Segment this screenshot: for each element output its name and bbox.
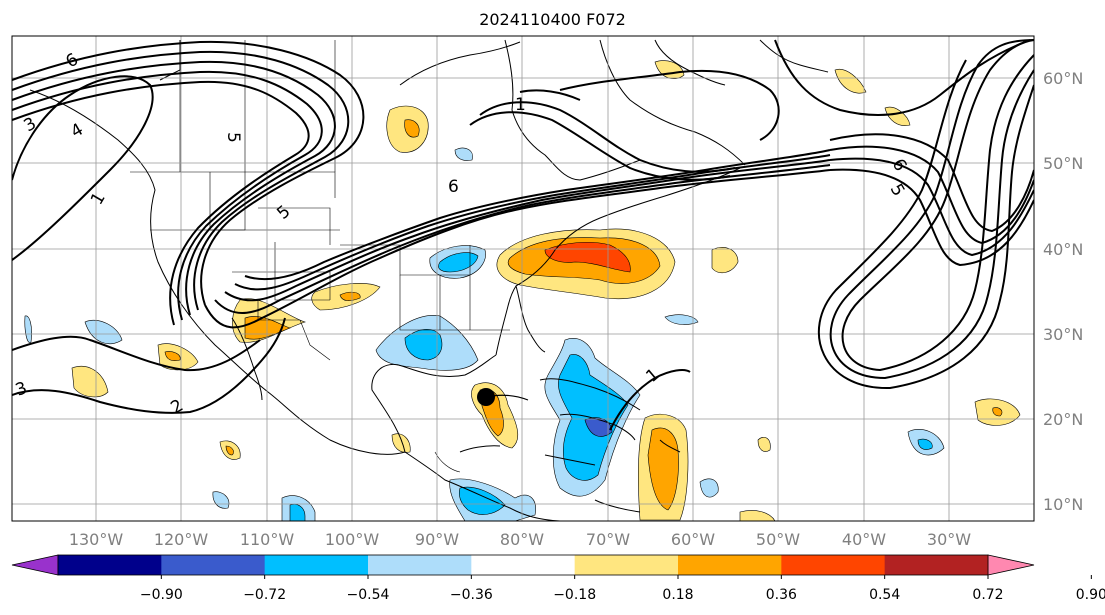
contour-label: 1 (515, 95, 526, 115)
colorbar-tick-label: −0.18 (553, 587, 596, 603)
colorbar-tick-label: 0.18 (662, 587, 693, 603)
contour-label: 1 (87, 189, 110, 208)
colorbar-tick-label: 0.72 (972, 587, 1003, 603)
colorbar-segment (884, 555, 989, 575)
lat-label: 10°N (1043, 495, 1083, 514)
contour-label: 6 (448, 177, 459, 197)
lon-label: 90°W (415, 530, 459, 549)
lon-label: 80°W (500, 530, 544, 549)
contour-label: 5 (886, 181, 909, 200)
colorbar-segment (264, 555, 369, 575)
latitude-labels: 60°N 50°N 40°N 30°N 20°N 10°N (1043, 69, 1083, 514)
colorbar-segment (781, 555, 886, 575)
colorbar-tick-label: −0.54 (347, 587, 390, 603)
map-frame (11, 35, 1035, 522)
lon-label: 120°W (154, 530, 209, 549)
coastlines (29, 39, 829, 521)
colorbar-max-arrow (987, 554, 1035, 576)
colorbar-tick-label: 0.36 (766, 587, 797, 603)
colorbar-tick-label: 0.54 (869, 587, 900, 603)
lon-label: 60°W (671, 530, 715, 549)
contour-label: 4 (68, 120, 87, 143)
contour-label: 5 (223, 132, 243, 143)
lat-label: 20°N (1043, 410, 1083, 429)
colorbar-tick-label: −0.90 (140, 587, 183, 603)
storm-track (485, 394, 529, 401)
contour-label: 2 (168, 396, 187, 419)
contour-label: 6 (888, 156, 911, 175)
colorbar-tick-label: −0.72 (243, 587, 286, 603)
lat-label: 40°N (1043, 240, 1083, 259)
lon-label: 70°W (586, 530, 630, 549)
colorbar-segment (368, 555, 472, 575)
height-contours (12, 39, 1034, 431)
map-title: 2024110400 F072 (479, 10, 626, 29)
colorbar-tick-label: −0.36 (450, 587, 493, 603)
lon-label: 50°W (756, 530, 800, 549)
contour-label: 3 (21, 114, 40, 137)
colorbar-segment (471, 555, 576, 575)
lat-label: 30°N (1043, 325, 1083, 344)
lat-label: 60°N (1043, 69, 1083, 88)
map-area: 6 3 4 1 5 6 5 6 5 1 2 3 1 (12, 36, 1034, 521)
colorbar: −0.90 −0.72 −0.54 −0.36 −0.18 0.18 0.36 0.54 0.7… (11, 554, 1105, 603)
graticule (12, 36, 1034, 521)
colorbar-segment (161, 555, 266, 575)
colorbar-tick-label: 0.90 (1076, 587, 1105, 603)
colorbar-segment (678, 555, 782, 575)
colorbar-frame (57, 554, 989, 576)
lon-label: 30°W (927, 530, 971, 549)
lon-label: 40°W (842, 530, 886, 549)
longitude-labels: 130°W 120°W 110°W 100°W 90°W 80°W 70°W 6… (69, 530, 971, 549)
colorbar-segment (58, 555, 162, 575)
lat-label: 50°N (1043, 154, 1083, 173)
colorbar-min-arrow (11, 554, 59, 576)
lon-label: 130°W (69, 530, 124, 549)
colorbar-segment (574, 555, 679, 575)
lon-label: 100°W (325, 530, 380, 549)
lon-label: 110°W (240, 530, 295, 549)
contour-label: 5 (273, 202, 294, 224)
contour-label: 3 (13, 378, 30, 400)
